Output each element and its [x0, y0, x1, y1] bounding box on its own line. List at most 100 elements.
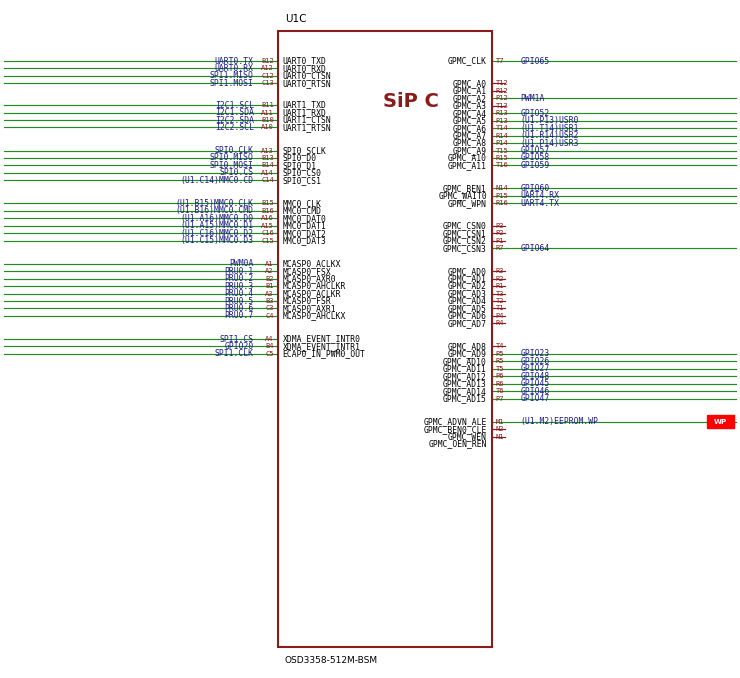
Text: I2C1.SCL: I2C1.SCL [215, 100, 254, 110]
Text: R12: R12 [496, 88, 508, 94]
Text: R2: R2 [496, 276, 504, 281]
Text: R7: R7 [496, 245, 504, 251]
Bar [278, 31, 492, 647]
Text: A3: A3 [266, 291, 274, 296]
Text: MMC0_CMD: MMC0_CMD [283, 206, 322, 216]
Text: GPMC_WPN: GPMC_WPN [448, 199, 487, 208]
Text: P14: P14 [496, 140, 508, 146]
Text: R6: R6 [496, 381, 504, 386]
Text: C4: C4 [266, 313, 274, 319]
Text: R4: R4 [496, 321, 504, 326]
Text: MCASP0_AXR0: MCASP0_AXR0 [283, 274, 336, 283]
Text: GPIO60: GPIO60 [520, 184, 550, 193]
Text: P6: P6 [496, 374, 504, 379]
Text: A13: A13 [261, 148, 274, 153]
Text: T4: T4 [496, 344, 504, 349]
Text: SPI1.CLK: SPI1.CLK [215, 349, 254, 359]
Text: T15: T15 [496, 148, 508, 153]
Text: GPMC_A0: GPMC_A0 [453, 79, 487, 88]
Text: GPMC_AD8: GPMC_AD8 [448, 342, 487, 351]
Text: I2C2.SDA: I2C2.SDA [215, 115, 254, 125]
Text: GPMC_AD2: GPMC_AD2 [448, 281, 487, 291]
Text: C5: C5 [266, 351, 274, 357]
Text: GPMC_WEN: GPMC_WEN [448, 432, 487, 441]
Text: (U1.P13)USR0: (U1.P13)USR0 [520, 116, 579, 125]
Text: MCASP0_AHCLKX: MCASP0_AHCLKX [283, 311, 346, 321]
Text: UART0.TX: UART0.TX [215, 56, 254, 66]
Text: GPIO59: GPIO59 [520, 161, 550, 170]
Text: GPMC_CLK: GPMC_CLK [448, 56, 487, 66]
Text: C16: C16 [261, 231, 274, 236]
Text: P13: P13 [496, 118, 508, 123]
Text: GPIO45: GPIO45 [520, 379, 550, 388]
Text: (U1.C15)MMC0.D3: (U1.C15)MMC0.D3 [181, 236, 254, 245]
Text: (U1.B16)MMC0.CMD: (U1.B16)MMC0.CMD [176, 206, 254, 216]
Text: A16: A16 [261, 216, 274, 221]
Text: I2C2.SCL: I2C2.SCL [215, 123, 254, 132]
Text: SPI0.CS: SPI0.CS [220, 168, 254, 178]
Text: SPI0.MOSI: SPI0.MOSI [210, 161, 254, 170]
Text: XDMA_EVENT_INTR1: XDMA_EVENT_INTR1 [283, 342, 360, 351]
Text: PRU0.4: PRU0.4 [224, 289, 254, 298]
Text: P2: P2 [496, 231, 504, 236]
Text: GPMC_AD6: GPMC_AD6 [448, 311, 487, 321]
Text: N1: N1 [496, 434, 504, 439]
Text: T16: T16 [496, 163, 508, 168]
Text: SPI0.MISO: SPI0.MISO [210, 153, 254, 163]
Text: (U1.P14)USR3: (U1.P14)USR3 [520, 138, 579, 148]
Text: B12: B12 [261, 58, 274, 64]
Text: GPMC_CSN1: GPMC_CSN1 [443, 228, 487, 238]
Text: B1: B1 [266, 283, 274, 289]
Text: GPMC_AD3: GPMC_AD3 [448, 289, 487, 298]
Text: ECAP0_IN_PWM0_OUT: ECAP0_IN_PWM0_OUT [283, 349, 366, 359]
Text: T1: T1 [496, 306, 504, 311]
Text: XDMA_EVENT_INTR0: XDMA_EVENT_INTR0 [283, 334, 360, 344]
Text: GPMC_AD15: GPMC_AD15 [443, 394, 487, 403]
Text: T3: T3 [496, 291, 504, 296]
Text: PRU0.6: PRU0.6 [224, 304, 254, 313]
Text: P7: P7 [496, 396, 504, 401]
Text: GPIO46: GPIO46 [520, 386, 550, 396]
Text: SPI1.MISO: SPI1.MISO [210, 71, 254, 81]
Text: UART1_CTSN: UART1_CTSN [283, 115, 332, 125]
Text: GPIO26: GPIO26 [520, 357, 550, 366]
Text: GPMC_OEN_REN: GPMC_OEN_REN [428, 439, 487, 449]
Text: B4: B4 [266, 344, 274, 349]
Text: GPMC_AD7: GPMC_AD7 [448, 319, 487, 328]
Text: C14: C14 [261, 178, 274, 183]
Text: GPMC_BEN0_CLE: GPMC_BEN0_CLE [423, 424, 487, 434]
Text: GPMC_BEN1: GPMC_BEN1 [443, 184, 487, 193]
Text: SPI0_CS1: SPI0_CS1 [283, 176, 322, 185]
Text: B16: B16 [261, 208, 274, 214]
Text: GPIO57: GPIO57 [520, 146, 550, 155]
Text: P1: P1 [496, 238, 504, 243]
Text: MCASP0_ACLKR: MCASP0_ACLKR [283, 289, 341, 298]
Text: T12: T12 [496, 81, 508, 86]
Text: OSD3358-512M-BSM: OSD3358-512M-BSM [285, 656, 378, 664]
Text: R14: R14 [496, 133, 508, 138]
Text: GPIO23: GPIO23 [520, 349, 550, 359]
Text: C3: C3 [266, 306, 274, 311]
Text: GPMC_A1: GPMC_A1 [453, 86, 487, 96]
Text: P3: P3 [496, 223, 504, 228]
Text: UART4.RX: UART4.RX [520, 191, 559, 201]
Text: N2: N2 [496, 426, 504, 432]
Text: GPIO27: GPIO27 [520, 364, 550, 374]
Text: T14: T14 [496, 125, 508, 131]
Text: PWM1A: PWM1A [520, 94, 545, 103]
Text: PRU0.1: PRU0.1 [224, 266, 254, 276]
Text: GPIO65: GPIO65 [520, 56, 550, 66]
Text: (U1.R14)USR2: (U1.R14)USR2 [520, 131, 579, 140]
Text: B3: B3 [266, 298, 274, 304]
Text: GPMC_A11: GPMC_A11 [448, 161, 487, 170]
Text: GPMC_A5: GPMC_A5 [453, 116, 487, 125]
Text: P5: P5 [496, 351, 504, 357]
Text: MMC0_DAT3: MMC0_DAT3 [283, 236, 326, 245]
Text: GPMC_AD9: GPMC_AD9 [448, 349, 487, 359]
Text: SPI0_D1: SPI0_D1 [283, 161, 317, 170]
Text: A10: A10 [261, 125, 274, 130]
Text: MCASP0_AXR1: MCASP0_AXR1 [283, 304, 336, 313]
Text: R16: R16 [496, 201, 508, 206]
Text: MCASP0_FSX: MCASP0_FSX [283, 266, 332, 276]
Text: I2C1.SDA: I2C1.SDA [215, 108, 254, 117]
